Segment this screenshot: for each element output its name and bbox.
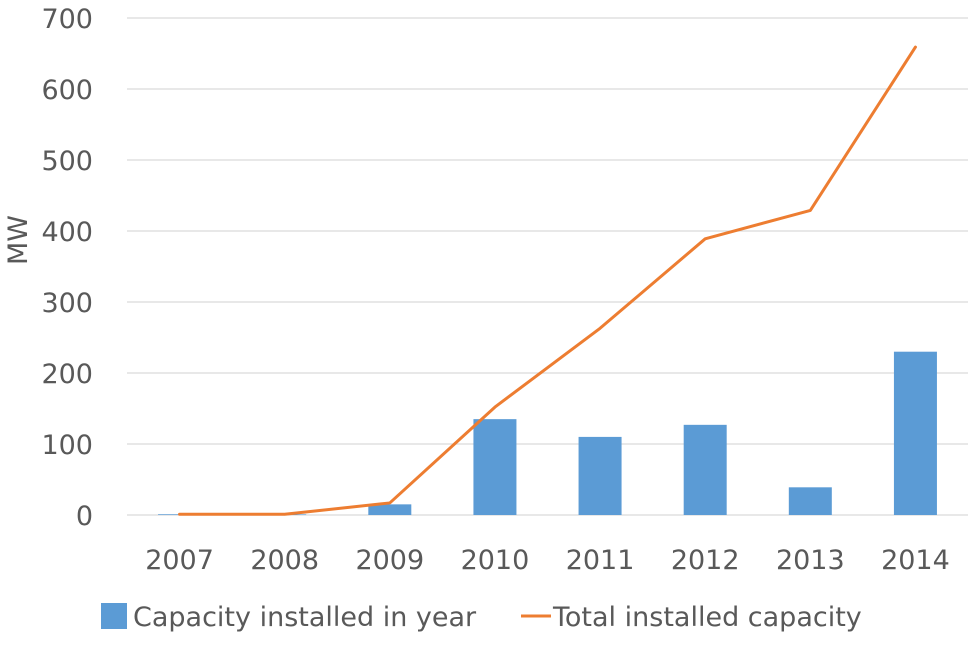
y-tick-label: 0: [76, 501, 93, 532]
legend-bar-swatch: [101, 603, 127, 629]
x-tick-label: 2009: [355, 545, 424, 576]
y-tick-labels: 0 100 200 300 400 500 600 700: [41, 4, 93, 532]
x-tick-label: 2011: [566, 545, 635, 576]
bar-series: [158, 352, 937, 515]
x-tick-label: 2014: [881, 545, 950, 576]
bar-2011: [579, 437, 622, 515]
legend-line-label: Total installed capacity: [552, 602, 862, 633]
bar-2014: [894, 352, 937, 515]
y-tick-label: 600: [41, 75, 93, 106]
bar-2010: [473, 419, 516, 515]
bar-2012: [684, 425, 727, 515]
x-tick-label: 2012: [671, 545, 740, 576]
y-axis-title: MW: [3, 215, 34, 265]
x-tick-label: 2013: [776, 545, 845, 576]
x-tick-label: 2008: [250, 545, 319, 576]
y-tick-label: 300: [41, 288, 93, 319]
y-tick-label: 500: [41, 146, 93, 177]
legend-bar-label: Capacity installed in year: [133, 602, 477, 633]
x-tick-label: 2010: [461, 545, 530, 576]
y-tick-label: 100: [41, 430, 93, 461]
legend: Capacity installed in year Total install…: [101, 602, 862, 633]
bar-2013: [789, 487, 832, 515]
x-tick-labels: 2007 2008 2009 2010 2011 2012 2013 2014: [145, 545, 950, 576]
gridlines: [127, 18, 968, 515]
x-tick-label: 2007: [145, 545, 214, 576]
y-tick-label: 700: [41, 4, 93, 35]
y-tick-label: 200: [41, 359, 93, 390]
y-tick-label: 400: [41, 217, 93, 248]
